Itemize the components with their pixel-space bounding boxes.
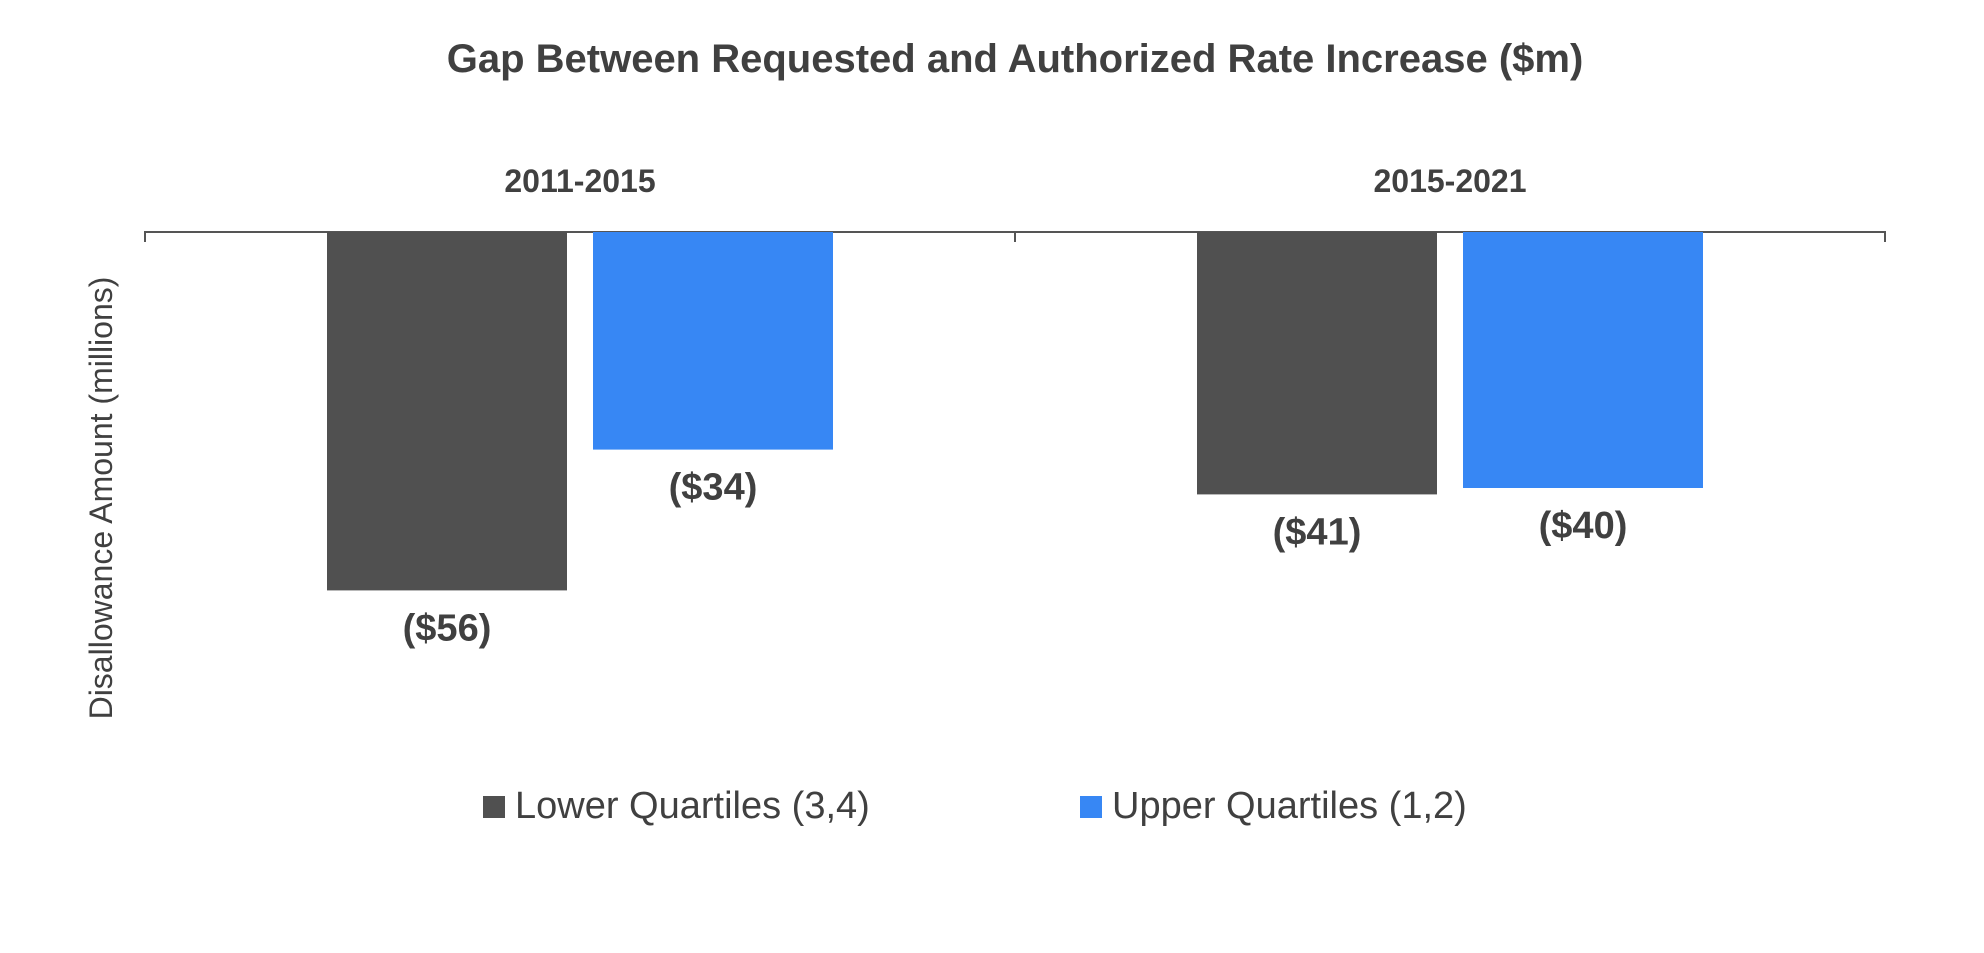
bar xyxy=(327,232,567,591)
data-label: ($56) xyxy=(403,607,492,649)
legend-swatch xyxy=(483,796,505,818)
chart-title: Gap Between Requested and Authorized Rat… xyxy=(447,37,1584,81)
data-label: ($41) xyxy=(1273,511,1362,553)
data-label: ($34) xyxy=(669,467,758,509)
bar xyxy=(1197,232,1437,495)
legend-label: Upper Quartiles (1,2) xyxy=(1112,785,1467,827)
legend: Lower Quartiles (3,4) Upper Quartiles (1,… xyxy=(483,785,1467,827)
bar xyxy=(1463,232,1703,488)
y-axis-label: Disallowance Amount (millions) xyxy=(83,277,119,720)
bar xyxy=(593,232,833,450)
data-label: ($40) xyxy=(1539,505,1628,547)
legend-swatch xyxy=(1080,796,1102,818)
category-label: 2015-2021 xyxy=(1373,163,1526,199)
category-label: 2011-2015 xyxy=(504,163,655,199)
plot-area: 2011-2015 ($56) ($34) 2015-2021 ($41) ($40) xyxy=(144,163,1886,649)
legend-label: Lower Quartiles (3,4) xyxy=(515,785,870,827)
